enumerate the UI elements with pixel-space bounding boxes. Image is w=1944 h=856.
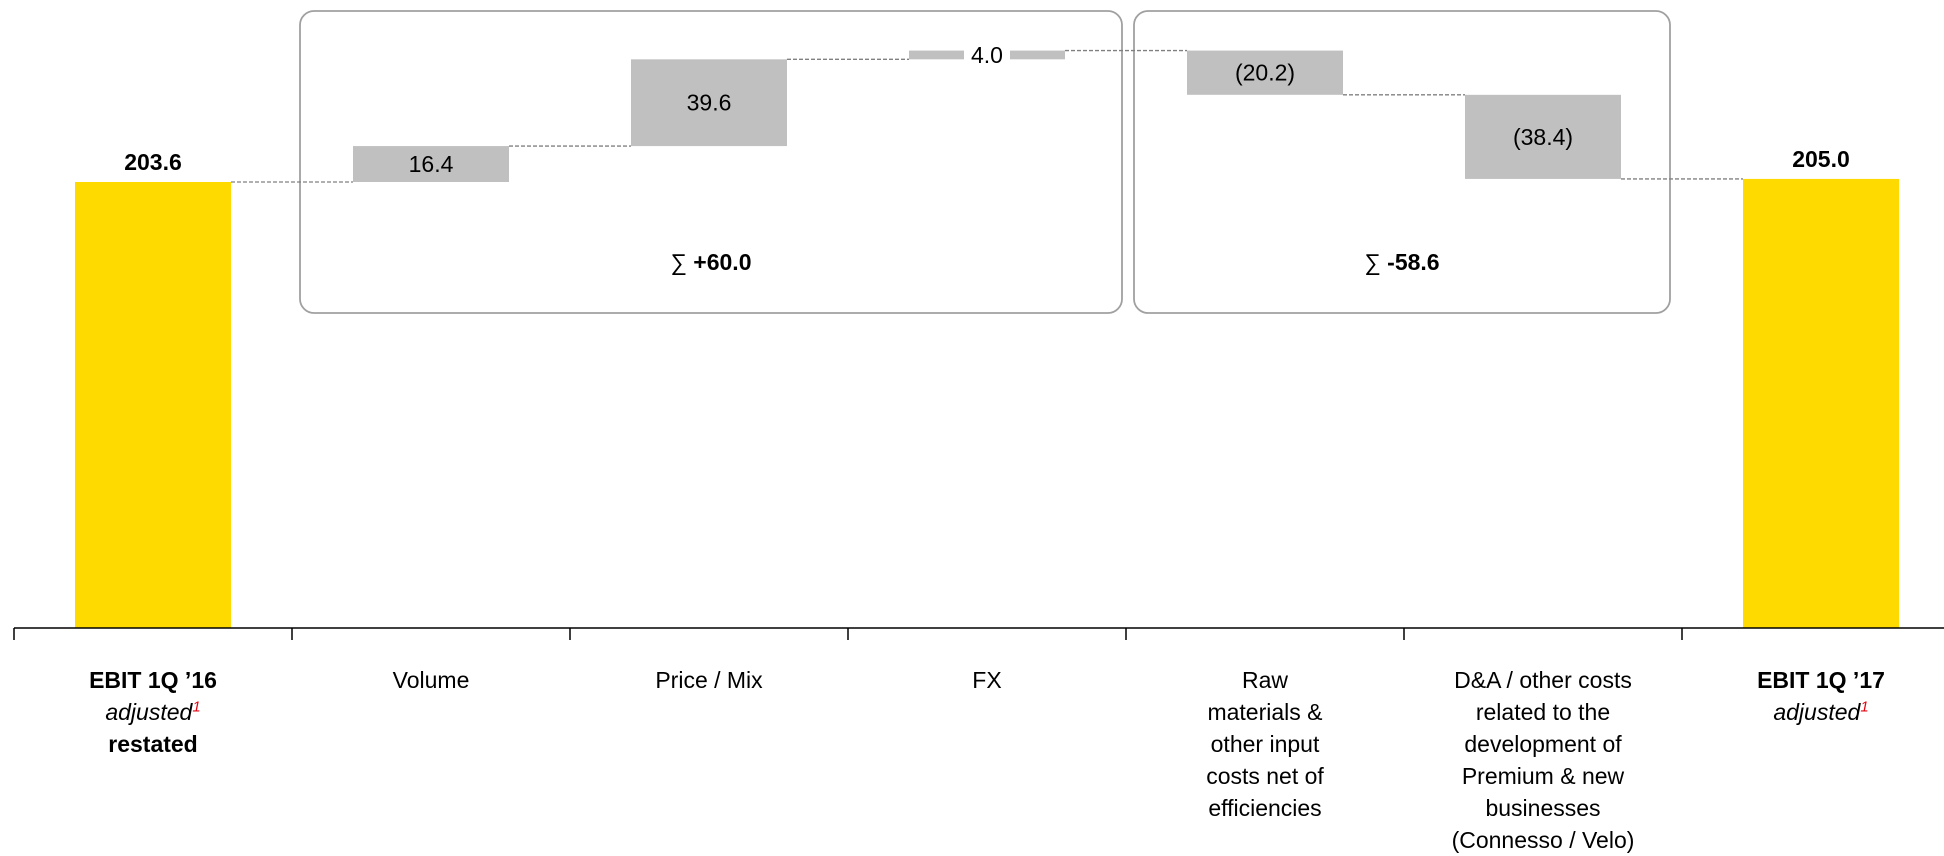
category-label-line: related to the <box>1475 699 1611 725</box>
group-box-0 <box>299 10 1123 314</box>
data-label-3: 4.0 <box>971 42 1003 68</box>
bar-0 <box>75 182 231 628</box>
sum-value: -58.6 <box>1387 249 1439 275</box>
category-label-line: Volume <box>392 667 470 693</box>
category-label-line: adjusted1 <box>105 698 201 725</box>
category-label-5: D&A / other costs related to the developme… <box>1423 664 1663 856</box>
category-label-line: other input <box>1210 731 1320 757</box>
connector-lines <box>231 49 1743 183</box>
data-label-2: 39.6 <box>687 90 732 116</box>
category-label-line: development of <box>1464 731 1622 757</box>
bar-4 <box>1187 50 1343 95</box>
sum-value: +60.0 <box>693 249 751 275</box>
category-label-2: Price / Mix <box>589 664 829 696</box>
bar-1 <box>353 146 509 182</box>
category-label-4: Raw materials & other input costs net of eff… <box>1145 664 1385 824</box>
data-label-5: (38.4) <box>1513 124 1573 150</box>
group-box-1 <box>1133 10 1671 314</box>
category-label-line: materials & <box>1207 699 1323 725</box>
category-label-line: (Connesso / Velo) <box>1451 827 1635 853</box>
data-label-0: 203.6 <box>124 149 182 175</box>
sum-symbol: ∑ <box>1364 249 1387 275</box>
bar-2 <box>631 59 787 147</box>
footnote-marker: 1 <box>192 698 201 716</box>
data-label-6: 205.0 <box>1792 146 1850 172</box>
bar-5 <box>1465 94 1621 179</box>
category-label-line: D&A / other costs <box>1454 667 1632 693</box>
data-labels: 203.6 16.4 39.6 4.0 (20.2) (38.4) 205.0 <box>124 42 1850 177</box>
category-label-3: FX <box>867 664 1107 696</box>
bars <box>75 50 1899 628</box>
category-label-line: EBIT 1Q ’16 <box>89 667 217 693</box>
group-sum-label-1: ∑ -58.6 <box>1364 249 1439 275</box>
footnote-marker: 1 <box>1860 698 1869 716</box>
category-label-line: EBIT 1Q ’17 <box>1757 667 1885 693</box>
x-axis <box>13 627 1944 640</box>
data-label-4: (20.2) <box>1235 60 1295 86</box>
group-boxes: ∑ +60.0 ∑ -58.6 <box>299 10 1671 314</box>
category-label-line: FX <box>972 667 1002 693</box>
sum-symbol: ∑ <box>671 249 694 275</box>
category-label-line: adjusted1 <box>1773 698 1869 725</box>
category-label-line: Price / Mix <box>655 667 763 693</box>
category-label-1: Volume <box>311 664 551 696</box>
data-label-backdrop <box>964 46 1010 64</box>
category-label-line: restated <box>108 731 198 757</box>
category-label-line: Raw <box>1241 667 1288 693</box>
category-label-line: Premium & new <box>1461 763 1625 789</box>
category-label-line: costs net of <box>1206 763 1324 789</box>
category-label-line: efficiencies <box>1208 795 1322 821</box>
data-label-1: 16.4 <box>409 151 454 177</box>
group-sum-label-0: ∑ +60.0 <box>671 249 752 275</box>
category-label-line: businesses <box>1485 795 1601 821</box>
bar-6 <box>1743 178 1899 628</box>
category-label-0: EBIT 1Q ’16 adjusted1 restated <box>33 664 273 760</box>
category-label-6: EBIT 1Q ’17 adjusted1 <box>1701 664 1941 728</box>
